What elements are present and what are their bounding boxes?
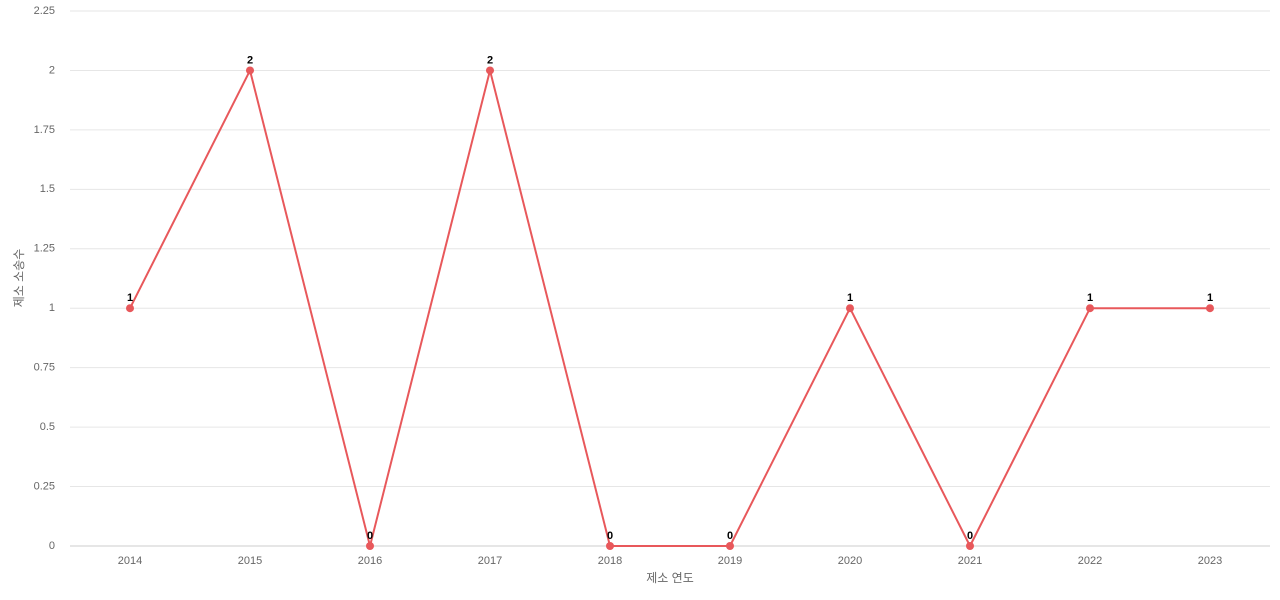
point	[366, 542, 374, 550]
line	[129, 67, 1210, 549]
y-tick-label: 1.75	[34, 124, 55, 136]
point	[606, 542, 614, 550]
value-label: 0	[367, 530, 373, 542]
value-label: 1	[127, 292, 133, 304]
x-tick-label: 2014	[118, 555, 142, 567]
x-tick-label: 2021	[958, 555, 982, 567]
x-tick-label: 2019	[718, 555, 742, 567]
point	[1086, 304, 1094, 313]
point	[126, 304, 134, 313]
point	[1206, 304, 1214, 313]
value-label: 2	[487, 54, 493, 66]
y-axis-label: 제소 소송수	[12, 249, 26, 308]
y-tick-label: 1.5	[40, 183, 55, 195]
point	[486, 66, 494, 75]
x-axis-label: 제소 연도	[646, 571, 694, 585]
y-tick-label: 1	[49, 302, 55, 314]
y-tick-label: 0.25	[34, 480, 55, 492]
point	[846, 304, 854, 313]
x-tick-label: 2017	[478, 555, 502, 567]
y-tick-label: 2	[49, 64, 55, 76]
value-label: 2	[247, 54, 253, 66]
x-tick-label: 2016	[358, 555, 382, 567]
y-tick-label: 2.25	[34, 5, 55, 17]
point	[966, 542, 974, 550]
value-label: 0	[607, 530, 613, 542]
value-label: 1	[1087, 292, 1093, 304]
y-tick-label: 0.75	[34, 362, 55, 374]
value-label: 1	[847, 292, 853, 304]
x-tick-label: 2022	[1078, 555, 1102, 567]
y-tick-label: 1.25	[34, 243, 55, 255]
value-label: 0	[967, 530, 973, 542]
y-tick-label: 0.5	[40, 421, 55, 433]
x-tick-label: 2018	[598, 555, 622, 567]
point	[246, 66, 254, 75]
x-tick-label: 2023	[1198, 555, 1222, 567]
x-tick-label: 2020	[838, 555, 862, 567]
x-tick-label: 2015	[238, 555, 262, 567]
point	[726, 542, 734, 550]
y-tick-label: 0	[49, 540, 55, 552]
value-label: 0	[727, 530, 733, 542]
value-label: 1	[1207, 292, 1213, 304]
